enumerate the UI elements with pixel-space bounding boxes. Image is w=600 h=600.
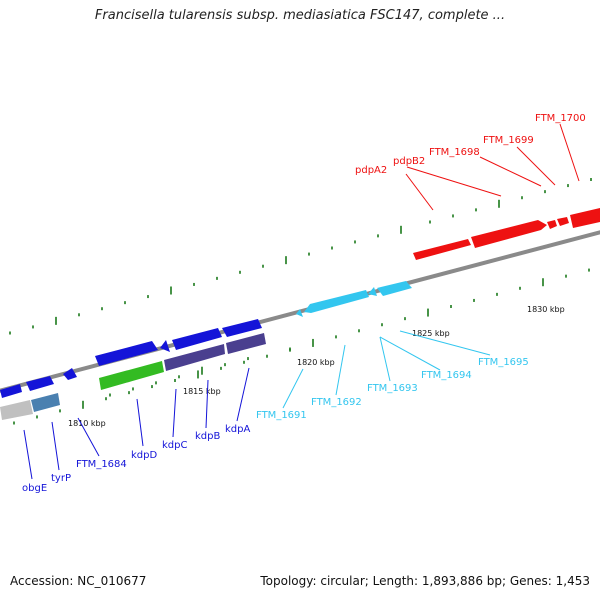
scale-label: 1820 kbp <box>297 358 335 367</box>
leader-line <box>23 429 33 480</box>
topology-summary: Topology: circular; Length: 1,893,886 bp… <box>260 574 590 588</box>
leader-line <box>479 156 542 187</box>
blue-gene-labels <box>23 367 250 480</box>
cyan-gene-labels <box>282 330 491 409</box>
red-gene-labels <box>405 123 580 211</box>
gene-label[interactable]: FTM_1684 <box>76 459 127 470</box>
gene-block[interactable] <box>226 333 266 354</box>
gene-label[interactable]: FTM_1692 <box>311 397 362 408</box>
accession-label: Accession: NC_010677 <box>10 574 147 588</box>
tick-marks <box>9 178 592 425</box>
scale-label: 1815 kbp <box>183 387 221 396</box>
gene-arrow[interactable] <box>160 340 170 352</box>
gene-arrow[interactable] <box>222 319 262 337</box>
gene-label[interactable]: kdpD <box>131 450 157 461</box>
gene-label[interactable]: FTM_1691 <box>256 410 307 421</box>
leader-line <box>406 166 502 197</box>
gene-arrow[interactable] <box>557 217 569 226</box>
gene-group-cyan <box>296 281 412 317</box>
leader-line <box>516 146 556 186</box>
gene-block[interactable] <box>0 400 33 420</box>
leader-line <box>236 367 250 422</box>
map-title: Francisella tularensis subsp. mediasiati… <box>94 8 506 23</box>
leader-line <box>205 379 209 429</box>
gene-arrow[interactable] <box>547 220 557 229</box>
gene-label[interactable]: FTM_1698 <box>429 147 480 158</box>
gene-label[interactable]: FTM_1694 <box>421 370 472 381</box>
gene-label[interactable]: FTM_1693 <box>367 383 418 394</box>
leader-line <box>379 336 391 382</box>
gene-label[interactable]: FTM_1695 <box>478 357 529 368</box>
gene-arrow[interactable] <box>368 287 377 296</box>
gene-arrow[interactable] <box>304 290 369 313</box>
leader-line <box>335 344 346 396</box>
gene-arrow[interactable] <box>296 309 303 317</box>
gene-group-blue <box>0 319 266 420</box>
gene-label[interactable]: kdpB <box>195 431 220 442</box>
scale-labels: 1810 kbp 1815 kbp 1820 kbp 1825 kbp 1830… <box>68 305 565 428</box>
leader-line <box>51 421 60 471</box>
leader-line <box>559 123 580 182</box>
leader-line <box>136 398 144 447</box>
leader-line <box>399 330 491 356</box>
gene-arrow[interactable] <box>471 220 547 248</box>
gene-arrow[interactable] <box>63 368 77 380</box>
gene-arrow[interactable] <box>377 281 412 296</box>
gene-block[interactable] <box>99 361 164 390</box>
scale-label: 1810 kbp <box>68 419 106 428</box>
scale-label: 1825 kbp <box>412 329 450 338</box>
gene-label[interactable]: pdpA2 <box>355 165 387 176</box>
gene-block[interactable] <box>31 393 60 412</box>
gene-label[interactable]: obgE <box>22 483 47 494</box>
gene-arrow[interactable] <box>95 341 158 366</box>
gene-label[interactable]: FTM_1699 <box>483 135 534 146</box>
leader-line <box>77 417 100 457</box>
gene-label[interactable]: pdpB2 <box>393 156 425 167</box>
gene-arrow[interactable] <box>172 328 222 350</box>
gene-group-red <box>413 208 600 260</box>
gene-arrow[interactable] <box>570 208 600 228</box>
gene-label[interactable]: FTM_1700 <box>535 113 586 124</box>
gene-arrow[interactable] <box>26 376 54 391</box>
gene-label[interactable]: kdpC <box>162 440 187 451</box>
gene-arrow[interactable] <box>0 384 22 398</box>
gene-label[interactable]: kdpA <box>225 424 250 435</box>
gene-arrow[interactable] <box>413 239 471 260</box>
scale-label: 1830 kbp <box>527 305 565 314</box>
leader-line <box>405 173 434 211</box>
leader-line <box>172 388 177 438</box>
gene-block[interactable] <box>164 344 225 371</box>
gene-label[interactable]: tyrP <box>51 473 71 484</box>
leader-line <box>282 368 304 409</box>
leader-line <box>379 336 441 371</box>
